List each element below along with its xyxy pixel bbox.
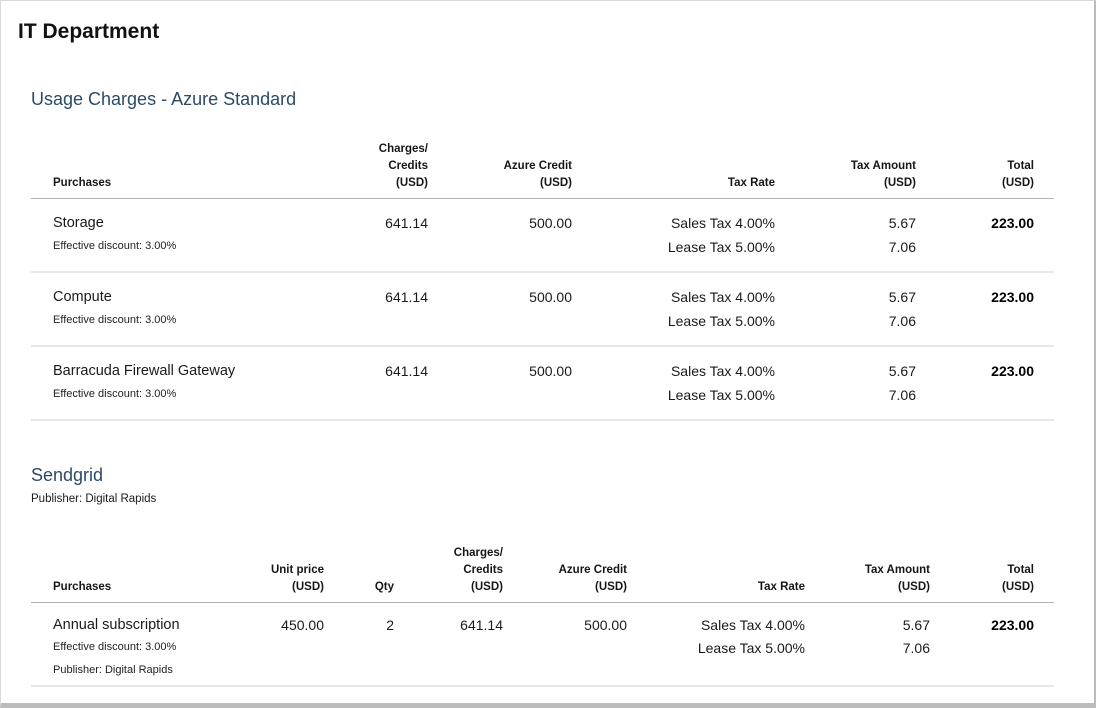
azure-standard-charges-table: Purchases Charges/ Credits (USD) Azure C… (31, 141, 1054, 421)
tax-rate-line: Lease Tax 5.00% (667, 313, 775, 329)
purchase-detail: Effective discount: 3.00% (53, 388, 177, 400)
section-sendgrid: Sendgrid Publisher: Digital Rapids Purch… (31, 463, 1054, 687)
azure-credit-value: 500.00 (529, 215, 572, 231)
column-header-tax-rate: Tax Rate (757, 581, 805, 593)
tax-rate-line: Lease Tax 5.00% (697, 640, 805, 656)
column-header-qty: Qty (374, 581, 394, 593)
table-header-row: Purchases Unit price (USD) Qty Charges/ … (31, 545, 1054, 603)
tax-amount-value: 7.06 (888, 239, 916, 255)
purchase-name: Barracuda Firewall Gateway (53, 363, 236, 379)
purchase-name: Annual subscription (53, 617, 180, 633)
purchase-name: Storage (53, 215, 104, 231)
column-header-charges-credits: Charges/ Credits (USD) (378, 143, 428, 189)
sendgrid-charges-table: Purchases Unit price (USD) Qty Charges/ … (31, 545, 1054, 687)
tax-rate-line: Lease Tax 5.00% (667, 239, 775, 255)
section-heading-azure-standard: Usage Charges - Azure Standard (31, 89, 297, 109)
charges-credits-value: 641.14 (385, 289, 428, 305)
total-value: 223.00 (991, 289, 1034, 305)
column-header-tax-amount: Tax Amount (USD) (864, 564, 930, 593)
azure-credit-value: 500.00 (584, 617, 627, 633)
table-header-row: Purchases Charges/ Credits (USD) Azure C… (31, 141, 1054, 199)
azure-credit-value: 500.00 (529, 363, 572, 379)
section-azure-standard: Usage Charges - Azure Standard Purchases… (31, 87, 1054, 421)
column-header-unit-price: Unit price (USD) (270, 564, 324, 593)
unit-price-value: 450.00 (281, 617, 324, 633)
tax-amount-value: 5.67 (888, 289, 916, 305)
table-row-storage: Storage Effective discount: 3.00% 641.14… (31, 199, 1054, 273)
tax-rate-line: Lease Tax 5.00% (667, 387, 775, 403)
column-header-purchases: Purchases (53, 581, 112, 593)
tax-amount-value: 7.06 (902, 640, 930, 656)
tax-amount-value: 7.06 (888, 387, 916, 403)
total-value: 223.00 (991, 215, 1034, 231)
table-row-barracuda-firewall-gateway: Barracuda Firewall Gateway Effective dis… (31, 347, 1054, 421)
column-header-purchases: Purchases (53, 177, 112, 189)
tax-rate-line: Sales Tax 4.00% (670, 289, 775, 305)
total-value: 223.00 (991, 363, 1034, 379)
purchase-detail: Effective discount: 3.00% (53, 240, 177, 252)
qty-value: 2 (386, 617, 394, 633)
tax-amount-value: 5.67 (902, 617, 930, 633)
total-value: 223.00 (991, 617, 1034, 633)
purchase-detail: Publisher: Digital Rapids (53, 664, 173, 676)
purchase-detail: Effective discount: 3.00% (53, 641, 177, 653)
column-header-total: Total (USD) (1002, 564, 1034, 593)
page-title: IT Department (18, 20, 160, 43)
column-header-charges-credits: Charges/ Credits (USD) (453, 547, 503, 593)
section-heading-sendgrid: Sendgrid (31, 465, 104, 485)
tax-rate-line: Sales Tax 4.00% (700, 617, 805, 633)
charges-credits-value: 641.14 (460, 617, 503, 633)
column-header-total: Total (USD) (1002, 160, 1034, 189)
tax-amount-value: 5.67 (888, 363, 916, 379)
purchase-name: Compute (53, 289, 112, 305)
charges-credits-value: 641.14 (385, 215, 428, 231)
column-header-tax-amount: Tax Amount (USD) (850, 160, 916, 189)
column-header-azure-credit: Azure Credit (USD) (503, 160, 572, 189)
tax-rate-line: Sales Tax 4.00% (670, 363, 775, 379)
table-row-compute: Compute Effective discount: 3.00% 641.14… (31, 273, 1054, 347)
table-row-annual-subscription: Annual subscription Effective discount: … (31, 603, 1054, 687)
publisher-label: Publisher: Digital Rapids (31, 493, 157, 505)
tax-amount-value: 5.67 (888, 215, 916, 231)
tax-amount-value: 7.06 (888, 313, 916, 329)
column-header-tax-rate: Tax Rate (727, 177, 775, 189)
purchase-detail: Effective discount: 3.00% (53, 314, 177, 326)
column-header-azure-credit: Azure Credit (USD) (558, 564, 627, 593)
tax-rate-line: Sales Tax 4.00% (670, 215, 775, 231)
azure-credit-value: 500.00 (529, 289, 572, 305)
charges-credits-value: 641.14 (385, 363, 428, 379)
